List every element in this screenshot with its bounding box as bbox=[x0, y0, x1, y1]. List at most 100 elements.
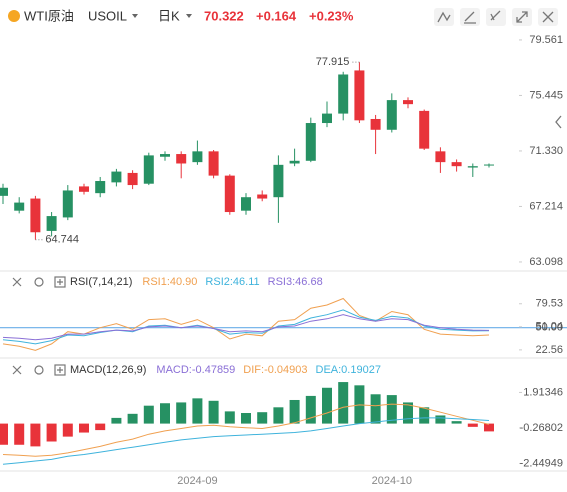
legend-entry: MACD:-0.47859 bbox=[156, 364, 235, 376]
macd-bar bbox=[403, 402, 413, 424]
candle-body bbox=[338, 74, 349, 114]
legend-entry: DEA:0.19027 bbox=[316, 364, 381, 376]
legend-entry: RSI2:46.11 bbox=[205, 276, 259, 288]
macd-bar bbox=[224, 411, 235, 424]
collapse-arrow[interactable] bbox=[555, 115, 562, 129]
macd-bar bbox=[160, 403, 170, 424]
legend-entry: DIF:-0.04903 bbox=[243, 364, 307, 376]
candle-body bbox=[192, 151, 203, 163]
symbol-name[interactable]: WTI原油 bbox=[24, 8, 74, 23]
candle-body bbox=[305, 123, 316, 161]
macd-bar bbox=[46, 423, 57, 442]
candle-body bbox=[386, 100, 397, 130]
y-tick-label: 71.330 bbox=[529, 145, 563, 157]
high-annotation: 77.915 bbox=[316, 56, 350, 68]
y-tick-label: 1.91346 bbox=[523, 386, 563, 398]
tool-button[interactable] bbox=[486, 8, 506, 26]
candle-body bbox=[435, 151, 446, 163]
macd-bar bbox=[467, 423, 478, 427]
tool-button[interactable] bbox=[434, 8, 454, 26]
period[interactable]: 日K bbox=[158, 8, 180, 23]
remove-indicator-icon[interactable] bbox=[12, 365, 22, 375]
last-price: 70.322 bbox=[204, 8, 244, 23]
macd-bar bbox=[30, 423, 41, 447]
macd-bar bbox=[111, 417, 122, 424]
candle-body bbox=[46, 216, 57, 231]
candle-body bbox=[467, 166, 478, 168]
settings-icon[interactable] bbox=[34, 365, 44, 375]
low-annotation: 64.744 bbox=[45, 234, 79, 246]
macd-bar bbox=[79, 423, 89, 433]
y-tick-label: 79.53 bbox=[535, 298, 563, 310]
macd-bar bbox=[289, 399, 300, 424]
symbol-code[interactable]: USOIL bbox=[88, 8, 127, 23]
brush-tool-icon[interactable] bbox=[490, 10, 501, 21]
macd-bar bbox=[305, 395, 316, 424]
macd-bar bbox=[257, 412, 268, 424]
candle-body bbox=[224, 175, 235, 213]
close-icon[interactable] bbox=[542, 11, 554, 23]
dropdown-arrow[interactable] bbox=[132, 14, 138, 18]
indicator-line bbox=[2, 309, 490, 345]
pen-tool-icon[interactable] bbox=[464, 11, 476, 24]
macd-bar bbox=[370, 394, 381, 424]
macd-bar bbox=[322, 387, 332, 424]
macd-bar bbox=[208, 400, 219, 424]
macd-bar bbox=[386, 395, 397, 424]
candle-body bbox=[403, 100, 413, 105]
macd-bar bbox=[0, 423, 8, 445]
candle-body bbox=[14, 202, 25, 211]
macd-bar bbox=[419, 407, 430, 424]
indicator-line bbox=[2, 314, 490, 341]
legend-entry: RSI3:46.68 bbox=[268, 276, 323, 288]
macd-bar bbox=[176, 402, 187, 424]
indicator-line bbox=[2, 417, 490, 465]
macd-bar bbox=[273, 407, 284, 424]
settings-icon[interactable] bbox=[34, 277, 44, 287]
candle-body bbox=[111, 171, 122, 183]
candle-body bbox=[322, 113, 332, 124]
candle-body bbox=[241, 197, 251, 211]
expand-icon[interactable] bbox=[54, 364, 66, 376]
fullscreen-icon[interactable] bbox=[516, 11, 528, 23]
candle-body bbox=[143, 155, 154, 184]
macd-bar bbox=[484, 423, 494, 432]
macd-bar bbox=[451, 421, 462, 424]
indicator-line bbox=[2, 403, 490, 457]
indicator-title: MACD(12,26,9) bbox=[70, 364, 146, 376]
macd-bar bbox=[192, 398, 203, 424]
y-tick-label: -0.26802 bbox=[520, 422, 563, 434]
draw-tool-icon[interactable] bbox=[437, 11, 451, 23]
tool-button[interactable] bbox=[460, 8, 480, 26]
candle-body bbox=[160, 154, 170, 157]
macd-bar bbox=[143, 405, 154, 424]
candle-body bbox=[289, 160, 300, 164]
macd-bar bbox=[435, 415, 446, 424]
y-tick-label: 22.56 bbox=[535, 344, 563, 356]
y-tick-label: 63.098 bbox=[529, 256, 563, 268]
y-tick-label: 67.214 bbox=[529, 200, 563, 212]
y-tick-label: 75.445 bbox=[529, 89, 563, 101]
candle-body bbox=[451, 162, 462, 167]
expand-icon[interactable] bbox=[54, 276, 66, 288]
macd-bar bbox=[14, 423, 25, 445]
candle-body bbox=[62, 190, 73, 218]
candle-body bbox=[370, 118, 381, 130]
remove-indicator-icon[interactable] bbox=[12, 277, 22, 287]
y-tick-label: 51.04 bbox=[535, 321, 563, 333]
macd-bar bbox=[241, 413, 251, 424]
candle-body bbox=[0, 187, 8, 196]
candle-body bbox=[354, 70, 365, 121]
candle-body bbox=[30, 198, 41, 233]
candle-body bbox=[419, 110, 430, 149]
macd-bar bbox=[62, 423, 73, 437]
indicator-title: RSI(7,14,21) bbox=[70, 276, 132, 288]
dropdown-arrow[interactable] bbox=[186, 14, 192, 18]
candle-body bbox=[257, 194, 268, 199]
candle-body bbox=[79, 186, 89, 192]
price-change-pct: +0.23% bbox=[309, 8, 354, 23]
y-tick-label: 79.561 bbox=[529, 34, 563, 46]
legend-entry: RSI1:40.90 bbox=[142, 276, 197, 288]
